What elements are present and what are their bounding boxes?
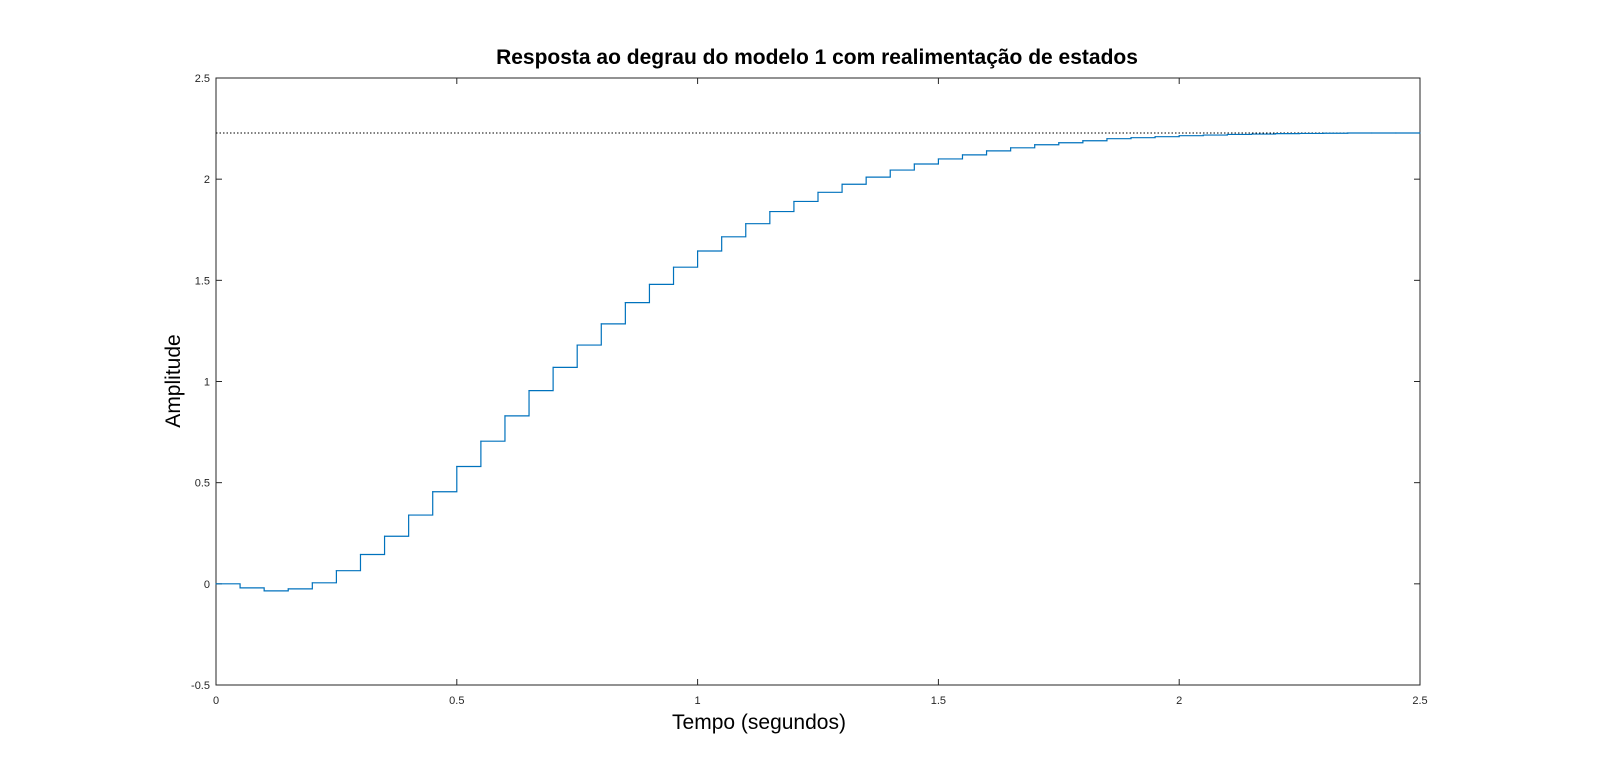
plot-area: 0 0.5 1 1.5 2 2.5 -0.500.511.522.5 [191,73,1428,707]
step-point [359,553,362,556]
step-point [865,176,867,178]
step-point [697,250,699,252]
step-point [769,210,771,213]
step-point [311,582,313,584]
step-point [1226,133,1228,136]
y-tick-label: 0.5 [195,478,210,490]
step-point [263,590,265,592]
y-axis-tick-labels: -0.5 0 0.5 1 1.5 2 2.5 [191,73,210,692]
step-point [335,570,337,572]
step-point [1154,136,1156,138]
x-axis-label: Tempo (segundos) [672,711,846,734]
x-tick-label: 2 [1176,695,1182,707]
x-tick-label: 2.5 [1412,695,1427,707]
step-point [215,583,217,585]
step-point [1274,133,1277,135]
step-point [985,150,988,152]
x-tick-label: 0 [213,695,219,707]
step-point [383,535,386,537]
step-point [1010,147,1012,149]
step-point [600,323,602,325]
step-point [1034,144,1036,146]
y-tick-label: 2.5 [195,73,210,85]
step-point [672,266,675,268]
x-tick-label: 0.5 [449,695,464,707]
step-response-series [216,132,1420,592]
chart-title: Resposta ao degrau do modelo 1 com reali… [496,46,1138,69]
step-point [1058,142,1060,144]
step-point [1082,140,1084,142]
step-point [1347,132,1349,134]
step-point [1395,132,1397,134]
step-point [961,154,964,156]
step-point [1250,133,1253,135]
x-tick-label: 1.5 [931,695,946,707]
step-point [817,191,819,193]
x-tick-label: 1 [695,695,701,707]
step-point [408,514,410,516]
x-axis-ticks [215,78,1421,685]
y-tick-label: 1.5 [195,275,210,287]
step-point [721,236,723,238]
step-point [432,491,434,493]
step-point [1419,132,1421,134]
step-point [1371,132,1373,134]
y-tick-label: 0 [204,579,210,591]
step-point [239,587,241,589]
step-point [456,465,458,468]
step-point [1178,135,1180,137]
step-point [552,366,554,368]
step-point [1130,137,1132,139]
step-point [624,301,626,304]
step-point [793,200,795,203]
step-point [287,588,289,590]
step-point [504,415,506,417]
axes-box [215,77,1421,686]
step-point [841,183,843,185]
y-tick-label: -0.5 [191,680,210,692]
step-response-points [215,132,1421,592]
step-point [648,283,651,285]
y-tick-label: 1 [204,377,210,389]
step-point [745,223,747,225]
step-point [913,163,915,165]
step-point [1299,132,1301,135]
step-point [576,344,578,346]
step-point [937,158,940,160]
step-point [1202,134,1204,136]
x-axis-tick-labels: 0 0.5 1 1.5 2 2.5 [213,695,1428,707]
step-point [1106,138,1108,140]
step-point [480,440,482,442]
y-axis-label: Amplitude [162,334,185,427]
step-point [889,169,891,171]
y-tick-label: 2 [204,174,210,186]
step-point [528,390,530,392]
step-point [1323,132,1325,134]
